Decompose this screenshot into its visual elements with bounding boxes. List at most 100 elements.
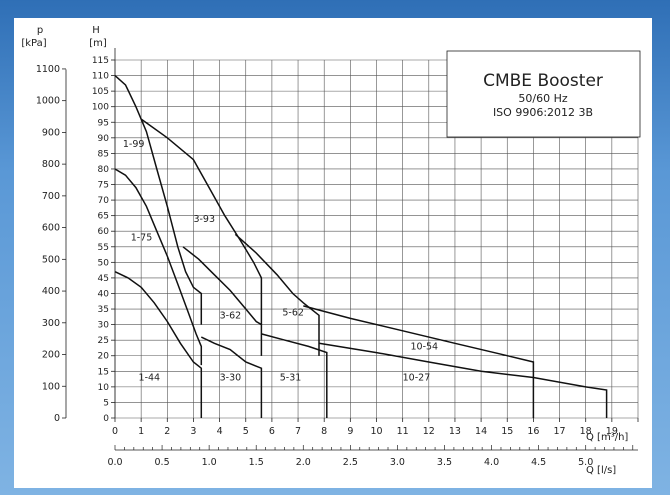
axes: 0 1 2 3 4 5 6 7 8 9 10 11 12 13 14 15 16 17 18 190510152025… [36, 48, 639, 468]
pump-curves [114, 75, 608, 418]
x-tick-label: 5 [243, 426, 249, 437]
legend-box: CMBE Booster 50/60 Hz ISO 9906:2012 3B [446, 50, 641, 138]
head-tick-label: 100 [92, 103, 109, 113]
pressure-tick-label: 700 [42, 191, 60, 202]
legend-standard: ISO 9906:2012 3B [493, 106, 593, 119]
curve-1-75 [114, 168, 203, 366]
curve-label-3-62: 3-62 [220, 310, 242, 321]
pressure-tick-label: 800 [42, 159, 60, 170]
flow-ls-axis-label: Q [l/s] [586, 465, 616, 476]
head-axis-label: H [92, 25, 100, 36]
head-tick-label: 5 [103, 398, 109, 408]
head-tick-label: 10 [98, 383, 110, 393]
curve-label-10-54: 10-54 [410, 342, 438, 353]
pressure-tick-label: 300 [42, 318, 60, 329]
curve-5-62 [234, 233, 320, 356]
pressure-tick-label: 1100 [36, 64, 60, 75]
head-tick-label: 115 [92, 56, 109, 66]
head-tick-label: 35 [98, 305, 109, 315]
flow-axis-label: Q [m³/h] [586, 432, 628, 443]
ls-tick-label: 2.0 [296, 457, 311, 468]
pressure-tick-label: 100 [42, 381, 60, 392]
head-tick-label: 45 [98, 274, 109, 284]
head-tick-label: 55 [98, 243, 109, 253]
x-tick-label: 1 [138, 426, 144, 437]
pressure-tick-label: 200 [42, 350, 60, 361]
curve-5-31 [261, 333, 328, 418]
pressure-tick-label: 400 [42, 286, 60, 297]
x-tick-label: 10 [370, 426, 382, 437]
curve-label-5-31: 5-31 [280, 373, 302, 384]
head-tick-label: 105 [92, 87, 109, 97]
x-tick-label: 16 [527, 426, 539, 437]
ls-tick-label: 4.0 [484, 457, 499, 468]
curve-3-62 [182, 246, 263, 356]
legend-frequency: 50/60 Hz [518, 92, 567, 105]
x-tick-label: 12 [423, 426, 435, 437]
x-tick-label: 11 [397, 426, 409, 437]
curve-label-1-44: 1-44 [139, 373, 161, 384]
x-tick-label: 15 [501, 426, 513, 437]
head-tick-label: 85 [98, 149, 109, 159]
pressure-tick-label: 1000 [36, 96, 60, 107]
ls-tick-label: 1.5 [249, 457, 264, 468]
pressure-axis-unit: [kPa] [21, 38, 46, 49]
curve-3-30 [200, 336, 263, 418]
head-tick-label: 90 [98, 134, 110, 144]
x-tick-label: 14 [475, 426, 487, 437]
ls-tick-label: 4.5 [531, 457, 546, 468]
curve-10-27 [318, 342, 608, 418]
chart-panel: 0 1 2 3 4 5 6 7 8 9 10 11 12 13 14 15 16 17 18 19 0 5 10 15 20 25… [14, 18, 652, 488]
head-tick-label: 50 [98, 258, 110, 268]
head-tick-label: 25 [98, 336, 109, 346]
head-tick-label: 75 [98, 181, 109, 191]
head-tick-label: 0 [103, 414, 109, 424]
head-tick-label: 30 [98, 321, 110, 331]
pressure-tick-label: 900 [42, 127, 60, 138]
ls-tick-label: 0.0 [107, 457, 122, 468]
x-tick-label: 18 [580, 426, 592, 437]
pressure-tick-label: 0 [54, 413, 60, 424]
head-tick-label: 95 [98, 118, 109, 128]
x-tick-label: 7 [295, 426, 301, 437]
ls-tick-label: 3.0 [390, 457, 405, 468]
head-tick-label: 60 [98, 227, 110, 237]
head-tick-label: 70 [98, 196, 110, 206]
x-tick-label: 2 [164, 426, 170, 437]
ls-tick-label: 0.5 [155, 457, 170, 468]
head-tick-label: 15 [98, 367, 109, 377]
head-tick-label: 65 [98, 212, 109, 222]
head-axis-unit: [m] [89, 38, 107, 49]
pump-performance-chart: 0 1 2 3 4 5 6 7 8 9 10 11 12 13 14 15 16 17 18 190510152025… [21, 25, 641, 476]
head-tick-label: 110 [92, 72, 109, 82]
curve-labels: 1-99 1-75 1-44 3-93 3-62 3-30 5-62 5-31 10-54 10-… [123, 139, 438, 383]
pressure-axis-label: p [37, 25, 43, 36]
x-tick-label: 4 [217, 426, 223, 437]
x-tick-label: 0 [112, 426, 118, 437]
pressure-tick-label: 600 [42, 223, 60, 234]
ls-tick-label: 1.0 [202, 457, 217, 468]
curve-1-44 [114, 271, 203, 418]
x-tick-label: 19 [606, 426, 618, 437]
ls-tick-label: 2.5 [343, 457, 358, 468]
ls-tick-label: 5.0 [578, 457, 593, 468]
curve-label-5-62: 5-62 [282, 307, 304, 318]
x-tick-label: 9 [347, 426, 353, 437]
x-tick-label: 6 [269, 426, 275, 437]
head-tick-label: 80 [98, 165, 110, 175]
legend-title: CMBE Booster [483, 71, 603, 91]
curve-label-3-93: 3-93 [193, 214, 215, 225]
head-tick-label: 40 [98, 289, 110, 299]
x-tick-label: 3 [190, 426, 196, 437]
curve-1-99 [114, 75, 203, 325]
pressure-tick-label: 500 [42, 254, 60, 265]
curve-3-93 [140, 118, 263, 325]
x-tick-label: 8 [321, 426, 327, 437]
curve-label-10-27: 10-27 [403, 373, 431, 384]
x-tick-label: 13 [449, 426, 461, 437]
x-tick-label: 17 [554, 426, 566, 437]
curve-label-3-30: 3-30 [220, 373, 242, 384]
curve-10-54 [303, 305, 535, 418]
ls-tick-label: 3.5 [437, 457, 452, 468]
